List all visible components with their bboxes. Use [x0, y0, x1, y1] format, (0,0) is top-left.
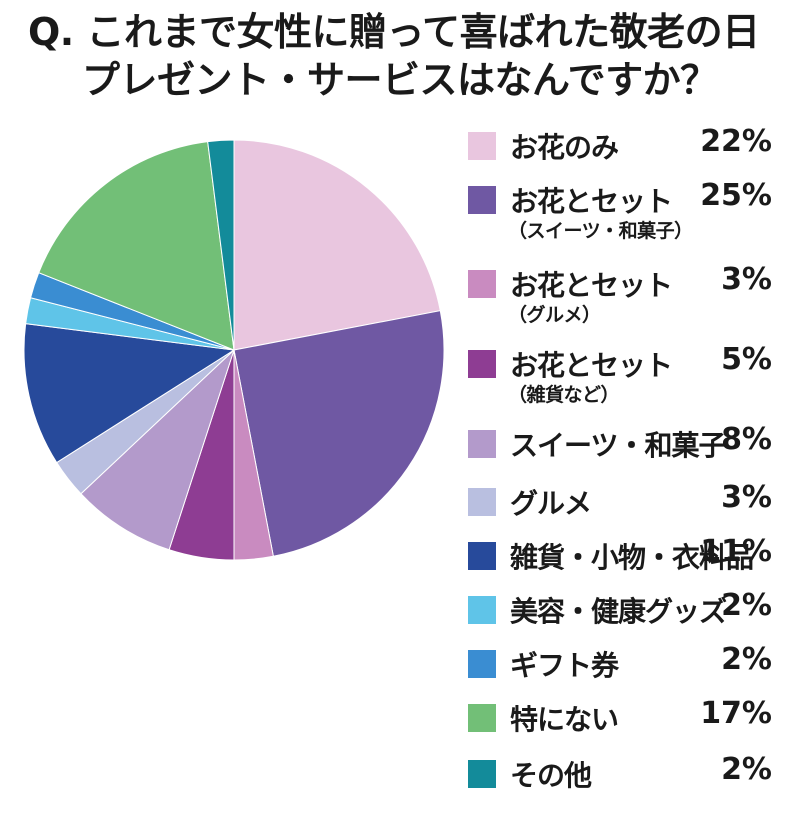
- legend-sublabel: （雑貨など）: [508, 384, 620, 406]
- legend-swatch: [468, 350, 496, 378]
- legend-swatch: [468, 704, 496, 732]
- legend-swatch: [468, 760, 496, 788]
- legend-swatch: [468, 650, 496, 678]
- legend-label: お花とセット: [510, 185, 673, 218]
- legend-label: ギフト券: [510, 649, 619, 682]
- legend-value: 11%: [700, 534, 772, 569]
- legend-item: 雑貨・小物・衣料品 11%: [468, 534, 778, 598]
- legend-value: 17%: [700, 696, 772, 731]
- legend-item: ギフト券 2%: [468, 642, 778, 706]
- legend-sublabel: （グルメ）: [508, 304, 601, 326]
- pie-slice-1: [233, 139, 441, 351]
- legend-label: お花とセット: [510, 349, 673, 382]
- legend-label: お花のみ: [510, 131, 619, 164]
- legend-item: スイーツ・和菓子 8%: [468, 422, 778, 486]
- legend-value: 25%: [700, 178, 772, 213]
- legend-value: 22%: [700, 124, 772, 159]
- legend-swatch: [468, 270, 496, 298]
- legend-label: スイーツ・和菓子: [510, 429, 726, 462]
- pie-slice-2: [233, 310, 445, 557]
- chart-title: Q. これまで女性に贈って喜ばれた敬老の日 プレゼント・サービスはなんですか？: [28, 8, 788, 104]
- legend-item: 美容・健康グッズ 2%: [468, 588, 778, 652]
- legend-item: グルメ 3%: [468, 480, 778, 544]
- pie-slice-5: [80, 349, 235, 551]
- legend-label: 雑貨・小物・衣料品: [510, 541, 754, 574]
- legend-item: お花のみ 22%: [468, 124, 778, 188]
- chart-title-line1: Q. これまで女性に贈って喜ばれた敬老の日: [28, 10, 760, 54]
- legend-label: 特にない: [510, 703, 619, 736]
- legend-value: 5%: [721, 342, 772, 377]
- legend-swatch: [468, 186, 496, 214]
- legend-item: お花とセット （スイーツ・和菓子） 25%: [468, 178, 778, 242]
- legend-item: お花とセット （雑貨など） 5%: [468, 342, 778, 406]
- legend-label: お花とセット: [510, 269, 673, 302]
- legend-item: 特にない 17%: [468, 696, 778, 760]
- legend-sublabel: （スイーツ・和菓子）: [508, 220, 693, 242]
- legend-value: 2%: [721, 642, 772, 677]
- legend-label: その他: [510, 759, 592, 792]
- legend-value: 8%: [721, 422, 772, 457]
- pie-slice-7: [23, 323, 236, 464]
- legend-value: 3%: [721, 262, 772, 297]
- pie-slice-10: [38, 141, 235, 351]
- legend-swatch: [468, 596, 496, 624]
- legend-value: 3%: [721, 480, 772, 515]
- legend-value: 2%: [721, 588, 772, 623]
- legend-swatch: [468, 430, 496, 458]
- pie-slice-11: [207, 139, 235, 351]
- legend-swatch: [468, 488, 496, 516]
- legend-swatch: [468, 542, 496, 570]
- legend-value: 2%: [721, 752, 772, 787]
- legend-item: お花とセット （グルメ） 3%: [468, 262, 778, 326]
- legend-item: その他 2%: [468, 752, 778, 816]
- legend-label: グルメ: [510, 487, 592, 520]
- legend-swatch: [468, 132, 496, 160]
- chart-title-line2: プレゼント・サービスはなんですか？: [82, 58, 718, 102]
- legend-label: 美容・健康グッズ: [510, 595, 727, 628]
